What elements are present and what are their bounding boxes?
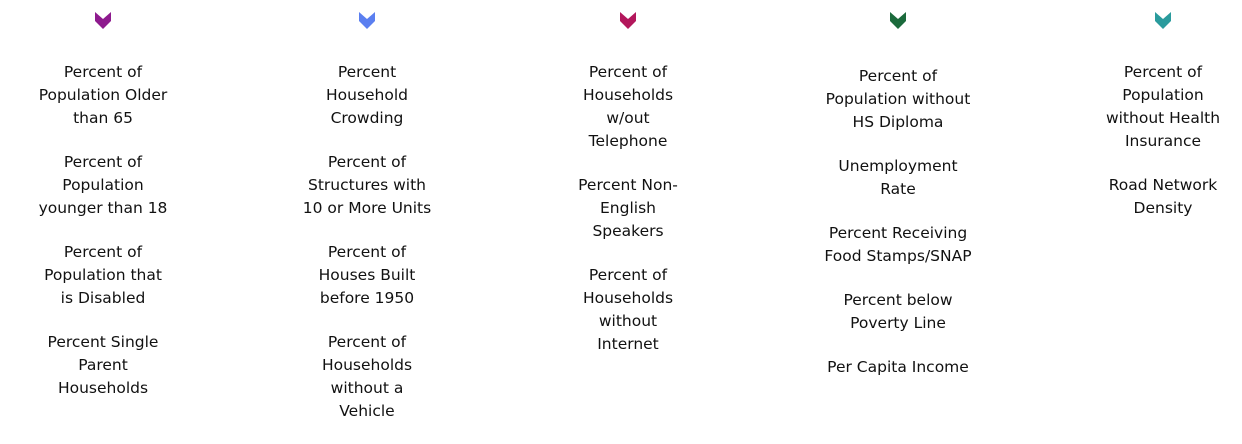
item-text: Percent of: [327, 243, 407, 261]
list-item: Unemployment Rate: [778, 155, 1018, 201]
item-text: Population that: [44, 266, 162, 284]
list-item: Percent of Houses Built before 1950: [247, 241, 487, 310]
item-text: HS Diploma: [852, 113, 944, 131]
item-text: Speakers: [592, 222, 664, 240]
list-item: Percent of Population younger than 18: [0, 151, 223, 220]
item-text: Population Older: [38, 86, 168, 104]
item-text: Household: [325, 86, 409, 104]
list-item: Percent of Households without a Vehicle: [247, 331, 487, 423]
item-text: than 65: [73, 109, 133, 127]
item-text: Insurance: [1124, 132, 1202, 150]
item-text: Population: [1122, 86, 1204, 104]
list-item: Percent Single Parent Households: [0, 331, 223, 400]
list-item: Percent of Population that is Disabled: [0, 241, 223, 310]
chevron-icon: [95, 12, 111, 29]
item-text: Households: [321, 356, 413, 374]
item-text: Parent: [78, 356, 128, 374]
item-text: Percent below: [843, 291, 953, 309]
item-list: Percent Household Crowding Percent of Struct…: [247, 61, 487, 423]
column: Percent of Households w/out Telephone Percen…: [508, 0, 748, 377]
item-text: Percent of: [327, 333, 407, 351]
item-text: Percent: [337, 63, 397, 81]
column: Percent of Population without Health Insura…: [1043, 0, 1242, 241]
item-text: Population without: [825, 90, 971, 108]
item-text: w/out: [606, 109, 650, 127]
list-item: Per Capita Income: [778, 356, 1018, 379]
item-text: Houses Built: [318, 266, 416, 284]
item-text: Households: [582, 86, 674, 104]
item-list: Percent of Population Older than 65 Percent…: [0, 61, 223, 400]
list-item: Percent of Population without Health Insura…: [1043, 61, 1242, 153]
item-text: English: [600, 199, 656, 217]
item-text: without Health: [1105, 109, 1221, 127]
item-text: Percent Non-: [578, 176, 678, 194]
list-item: Percent Receiving Food Stamps/SNAP: [778, 222, 1018, 268]
chevron-icon: [890, 12, 906, 29]
item-text: Unemployment: [838, 157, 958, 175]
item-text: without a: [330, 379, 404, 397]
item-text: Percent Single: [47, 333, 159, 351]
item-text: Telephone: [588, 132, 668, 150]
item-text: Structures with: [308, 176, 426, 194]
list-item: Percent of Structures with 10 or More Unit…: [247, 151, 487, 220]
item-text: Percent of: [63, 243, 143, 261]
page: Percent of Population Older than 65 Percent…: [0, 0, 1242, 421]
item-text: Crowding: [330, 109, 404, 127]
item-text: Vehicle: [339, 402, 395, 420]
chevron-icon: [1155, 12, 1171, 29]
item-text: Percent of: [1123, 63, 1203, 81]
item-text: is Disabled: [60, 289, 146, 307]
item-list: Percent of Population without HS Diploma Un…: [778, 65, 1018, 379]
item-text: Percent of: [588, 63, 668, 81]
list-item: Road Network Density: [1043, 174, 1242, 220]
column: Percent Household Crowding Percent of Struct…: [247, 0, 487, 444]
list-item: Percent below Poverty Line: [778, 289, 1018, 335]
item-text: Rate: [880, 180, 916, 198]
item-text: Population: [62, 176, 144, 194]
item-text: Percent of: [327, 153, 407, 171]
item-text: before 1950: [319, 289, 415, 307]
chevron-icon: [359, 12, 375, 29]
list-item: Percent of Households w/out Telephone: [508, 61, 748, 153]
item-text: Poverty Line: [850, 314, 946, 332]
item-text: without: [598, 312, 658, 330]
item-list: Percent of Population without Health Insura…: [1043, 61, 1242, 220]
item-text: 10 or More Units: [302, 199, 432, 217]
item-text: Internet: [597, 335, 659, 353]
list-item: Percent Household Crowding: [247, 61, 487, 130]
item-text: Road Network: [1108, 176, 1218, 194]
item-text: Per Capita Income: [827, 358, 969, 376]
item-text: Density: [1133, 199, 1193, 217]
item-text: Food Stamps/SNAP: [824, 247, 972, 265]
item-text: younger than 18: [38, 199, 168, 217]
item-text: Households: [57, 379, 149, 397]
list-item: Percent of Households without Internet: [508, 264, 748, 356]
item-text: Percent of: [588, 266, 668, 284]
item-text: Percent Receiving: [828, 224, 968, 242]
item-text: Percent of: [63, 153, 143, 171]
item-text: Households: [582, 289, 674, 307]
item-text: Percent of: [63, 63, 143, 81]
list-item: Percent Non- English Speakers: [508, 174, 748, 243]
list-item: Percent of Population without HS Diploma: [778, 65, 1018, 134]
item-text: Percent of: [858, 67, 938, 85]
column: Percent of Population without HS Diploma Un…: [778, 0, 1018, 400]
item-list: Percent of Households w/out Telephone Percen…: [508, 61, 748, 356]
list-item: Percent of Population Older than 65: [0, 61, 223, 130]
chevron-icon: [620, 12, 636, 29]
column: Percent of Population Older than 65 Percent…: [0, 0, 223, 421]
